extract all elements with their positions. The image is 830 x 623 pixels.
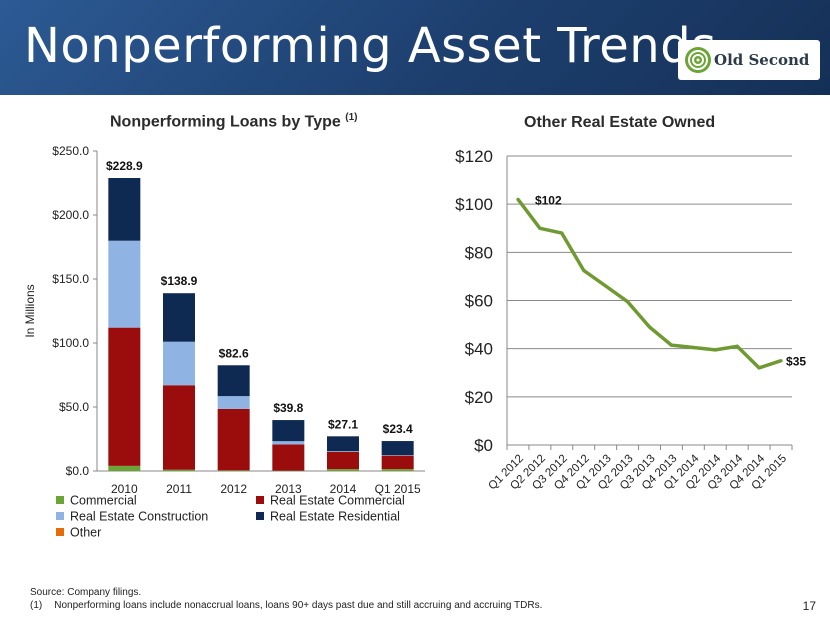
bar-segment <box>381 469 414 471</box>
y-tick-label: $50.0 <box>59 400 89 414</box>
legend-label: Commercial <box>70 494 137 508</box>
bar-segment <box>163 341 195 386</box>
x-tick-label: 2012 <box>220 482 247 496</box>
data-point <box>779 359 783 363</box>
legend-swatch <box>56 496 64 504</box>
x-tick-label: 2013 <box>275 482 302 496</box>
bar-segment <box>217 408 250 471</box>
data-point <box>516 197 520 201</box>
title-banner: Nonperforming Asset Trends Old Second <box>0 0 830 95</box>
y-tick-label: $40 <box>465 340 493 359</box>
bar-segment <box>381 455 414 456</box>
x-tick-label: 2011 <box>166 482 192 496</box>
data-point <box>604 284 608 288</box>
footnote-text: Nonperforming loans include nonaccrual l… <box>54 600 543 611</box>
y-tick-label: $0 <box>474 436 493 455</box>
x-tick-label: 2010 <box>111 482 138 496</box>
company-logo: Old Second <box>678 40 820 80</box>
legend-label: Real Estate Residential <box>270 510 400 524</box>
legend-swatch <box>56 512 64 520</box>
bar-segment <box>272 420 305 442</box>
bar-segment <box>163 469 195 471</box>
data-point <box>538 226 542 230</box>
legend-swatch <box>256 496 264 504</box>
legend-label: Other <box>70 526 101 540</box>
bar-total-label: $82.6 <box>219 346 249 360</box>
bar-segment <box>217 365 250 397</box>
y-tick-label: $60 <box>465 292 493 311</box>
y-tick-label: $120 <box>455 147 493 166</box>
data-label: $35 <box>786 355 806 369</box>
bar-segment <box>327 451 359 470</box>
y-tick-label: $250.0 <box>52 144 89 158</box>
y-tick-label: $0.0 <box>66 464 90 478</box>
data-point <box>735 344 739 348</box>
legend-swatch <box>256 512 264 520</box>
bar-total-label: $228.9 <box>106 159 143 173</box>
bar-segment <box>272 444 305 471</box>
bar-segment <box>327 451 359 452</box>
data-point <box>691 345 695 350</box>
footnote-marker: (1) <box>30 600 43 611</box>
bar-segment <box>108 327 141 466</box>
bar-chart-title-note: (1) <box>345 112 358 123</box>
bar-segment <box>108 240 141 328</box>
footnote: (1) Nonperforming loans include nonaccrua… <box>30 600 542 611</box>
bar-segment <box>108 178 141 241</box>
y-tick-label: $200.0 <box>52 208 89 222</box>
bar-chart-title-text: Nonperforming Loans by Type <box>110 113 341 131</box>
data-point <box>669 343 674 347</box>
bar-segment <box>272 441 305 445</box>
bar-total-label: $27.1 <box>328 417 358 431</box>
bar-segment <box>163 385 195 470</box>
bar-total-label: $138.9 <box>161 274 198 288</box>
bar-segment <box>163 293 195 342</box>
data-label: $102 <box>535 193 562 207</box>
bar-segment <box>381 455 414 470</box>
line-chart-title: Other Real Estate Owned <box>524 114 716 131</box>
bar-segment <box>217 396 250 409</box>
data-point <box>625 300 630 304</box>
data-point <box>560 231 564 235</box>
bar-segment <box>217 470 250 471</box>
y-tick-label: $80 <box>465 243 493 262</box>
bar-segment <box>327 469 359 471</box>
y-tick-label: $100.0 <box>52 336 89 350</box>
legend-label: Real Estate Commercial <box>270 494 405 508</box>
bar-chart-title: Nonperforming Loans by Type (1) <box>110 112 358 131</box>
y-tick-label: $150.0 <box>52 272 89 286</box>
data-point <box>647 325 652 329</box>
y-tick-label: $20 <box>465 388 493 407</box>
page-number: 17 <box>802 599 816 613</box>
bar-total-label: $23.4 <box>383 422 413 436</box>
x-tick-label: Q1 2015 <box>375 482 421 496</box>
slide-title: Nonperforming Asset Trends <box>24 18 717 74</box>
source-note: Source: Company filings. <box>30 587 142 598</box>
bar-total-label: $39.8 <box>273 401 303 415</box>
bar-segment <box>327 436 359 452</box>
legend-label: Real Estate Construction <box>70 510 208 524</box>
series-line <box>516 198 782 370</box>
data-point <box>713 348 717 352</box>
y-tick-label: $100 <box>455 195 493 214</box>
x-tick-label: 2014 <box>330 482 357 496</box>
bar-segment <box>381 441 414 456</box>
y-axis-label: In Millions <box>23 284 37 337</box>
data-point <box>582 268 586 272</box>
legend-swatch <box>56 528 64 536</box>
data-point <box>757 366 761 370</box>
logo-emblem-icon <box>685 47 711 73</box>
bar-segment <box>108 465 141 471</box>
bar-chart: $0.0 $50.0 $100.0 $150.0 $200.0 $250.0 In Mill… <box>23 144 425 540</box>
logo-text: Old Second <box>714 51 810 69</box>
